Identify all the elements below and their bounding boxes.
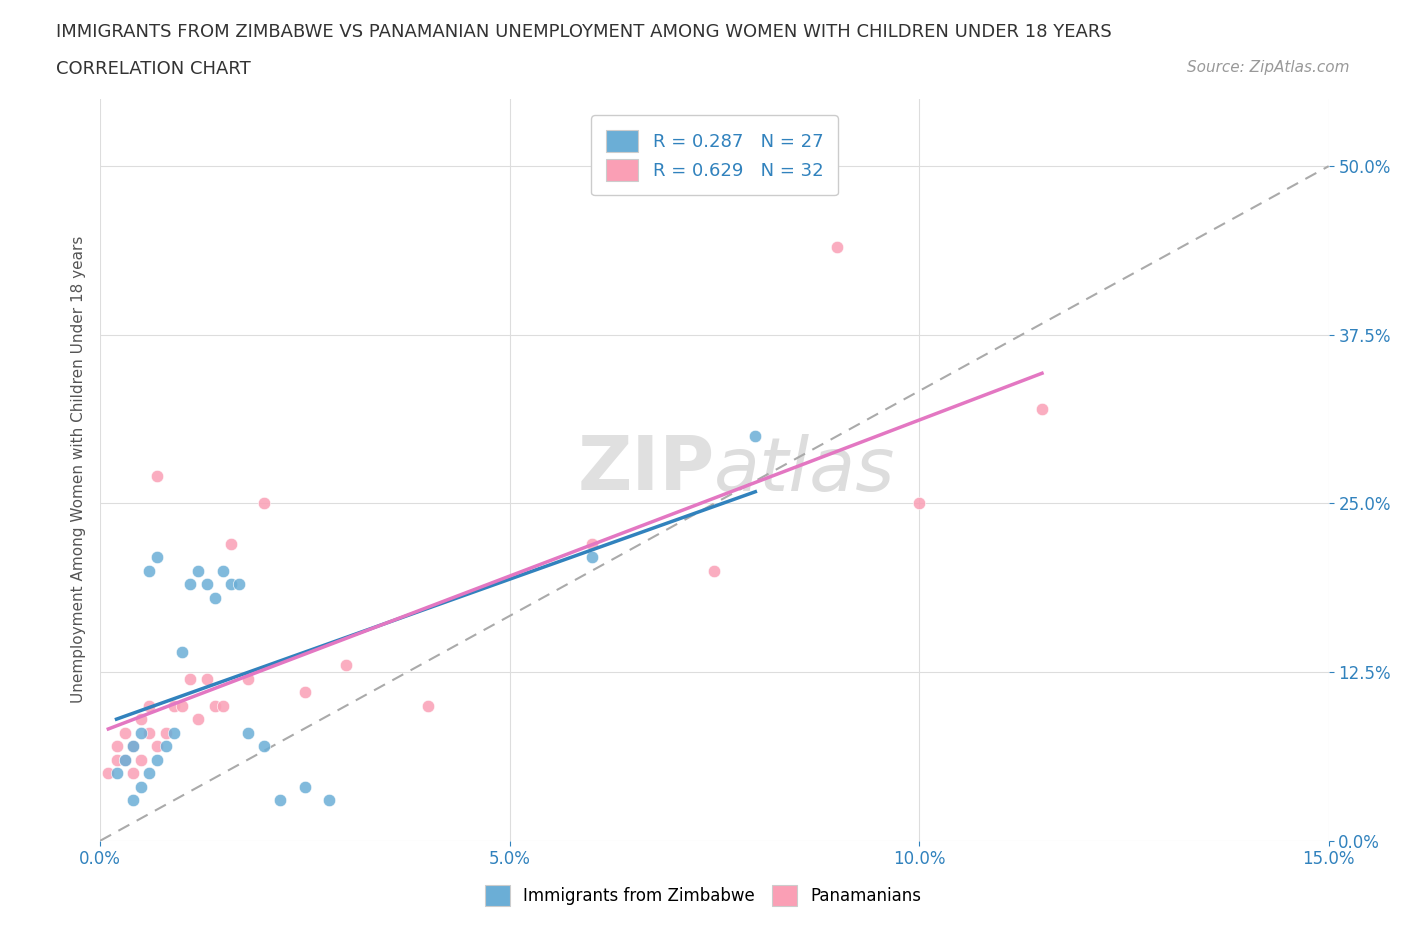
Point	[219, 537, 242, 551]
Point	[146, 550, 169, 565]
Point	[97, 766, 120, 781]
Text: ZIP: ZIP	[576, 433, 714, 506]
Point	[129, 752, 152, 767]
Point	[228, 577, 250, 591]
Point	[114, 752, 136, 767]
Y-axis label: Unemployment Among Women with Children Under 18 years: Unemployment Among Women with Children U…	[72, 236, 86, 703]
Point	[122, 739, 145, 754]
Point	[170, 644, 193, 659]
Text: IMMIGRANTS FROM ZIMBABWE VS PANAMANIAN UNEMPLOYMENT AMONG WOMEN WITH CHILDREN UN: IMMIGRANTS FROM ZIMBABWE VS PANAMANIAN U…	[56, 23, 1112, 41]
Point	[335, 658, 357, 672]
Point	[581, 537, 603, 551]
Point	[170, 698, 193, 713]
Legend: R = 0.287   N = 27, R = 0.629   N = 32: R = 0.287 N = 27, R = 0.629 N = 32	[591, 115, 838, 195]
Point	[253, 739, 276, 754]
Point	[416, 698, 439, 713]
Point	[179, 577, 201, 591]
Point	[146, 469, 169, 484]
Point	[138, 766, 160, 781]
Point	[138, 725, 160, 740]
Point	[269, 793, 291, 808]
Point	[105, 739, 128, 754]
Point	[195, 671, 218, 686]
Point	[105, 752, 128, 767]
Point	[155, 739, 177, 754]
Point	[122, 793, 145, 808]
Point	[294, 684, 316, 699]
Point	[212, 698, 235, 713]
Point	[122, 766, 145, 781]
Point	[195, 577, 218, 591]
Point	[187, 711, 209, 726]
Point	[825, 240, 848, 255]
Point	[114, 752, 136, 767]
Point	[163, 698, 186, 713]
Point	[236, 671, 259, 686]
Point	[129, 779, 152, 794]
Point	[179, 671, 201, 686]
Point	[129, 711, 152, 726]
Text: Source: ZipAtlas.com: Source: ZipAtlas.com	[1187, 60, 1350, 75]
Point	[744, 429, 766, 444]
Point	[129, 725, 152, 740]
Point	[253, 496, 276, 511]
Point	[114, 725, 136, 740]
Point	[219, 577, 242, 591]
Point	[908, 496, 931, 511]
Text: atlas: atlas	[714, 433, 896, 506]
Text: CORRELATION CHART: CORRELATION CHART	[56, 60, 252, 78]
Point	[703, 564, 725, 578]
Point	[138, 698, 160, 713]
Point	[146, 752, 169, 767]
Legend: Immigrants from Zimbabwe, Panamanians: Immigrants from Zimbabwe, Panamanians	[478, 879, 928, 912]
Point	[581, 550, 603, 565]
Point	[163, 725, 186, 740]
Point	[318, 793, 340, 808]
Point	[146, 739, 169, 754]
Point	[212, 564, 235, 578]
Point	[138, 564, 160, 578]
Point	[122, 739, 145, 754]
Point	[294, 779, 316, 794]
Point	[105, 766, 128, 781]
Point	[155, 725, 177, 740]
Point	[187, 564, 209, 578]
Point	[204, 698, 226, 713]
Point	[204, 591, 226, 605]
Point	[236, 725, 259, 740]
Point	[1031, 402, 1053, 417]
